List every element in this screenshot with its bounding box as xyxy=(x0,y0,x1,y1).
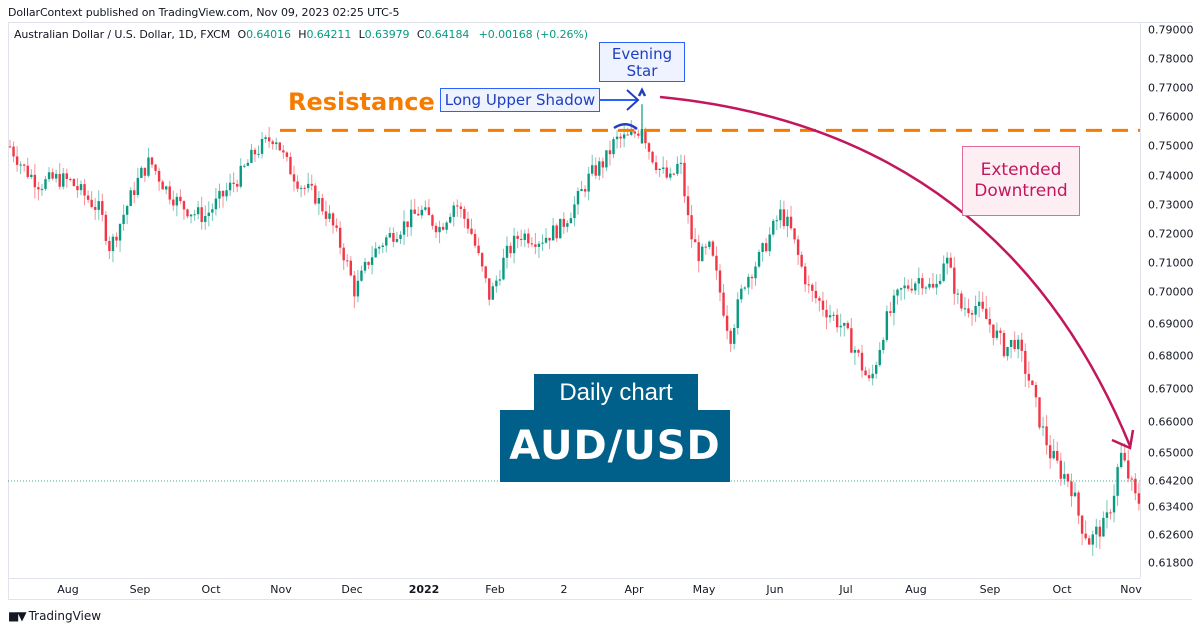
price-tick: 0.77000 xyxy=(1148,81,1194,95)
price-tick: 0.65000 xyxy=(1148,446,1194,460)
tradingview-brand: TradingView xyxy=(28,609,102,623)
open-value: 0.64016 xyxy=(246,28,291,41)
price-axis-border xyxy=(1140,22,1141,578)
price-tick: 0.67000 xyxy=(1148,382,1194,396)
symbol-legend: Australian Dollar / U.S. Dollar, 1D, FXC… xyxy=(14,28,588,41)
tradingview-logo-icon: ■▼ xyxy=(8,609,27,623)
time-tick: Oct xyxy=(201,583,221,596)
symbol-name: Australian Dollar / U.S. Dollar, 1D, FXC… xyxy=(14,28,231,41)
long-upper-shadow-callout: Long Upper Shadow xyxy=(440,88,600,112)
price-tick: 0.66000 xyxy=(1148,415,1194,429)
time-tick: Nov xyxy=(1120,583,1142,596)
time-tick: Jul xyxy=(839,583,853,596)
chart-title-small: Daily chart xyxy=(534,374,698,412)
time-axis-border xyxy=(8,578,1140,579)
tradingview-logo[interactable]: ■▼ TradingView xyxy=(8,609,101,623)
time-tick: Oct xyxy=(1052,583,1072,596)
extended-downtrend-callout: Extended Downtrend xyxy=(962,146,1080,216)
time-tick: 2022 xyxy=(408,583,440,596)
time-tick: Nov xyxy=(270,583,292,596)
time-tick: Sep xyxy=(129,583,151,596)
close-value: 0.64184 xyxy=(424,28,470,41)
change-value: +0.00168 (+0.26%) xyxy=(478,28,588,41)
price-tick: 0.61800 xyxy=(1148,556,1194,570)
time-tick: Aug xyxy=(57,583,79,596)
time-tick: Sep xyxy=(979,583,1001,596)
evening-star-callout: Evening Star xyxy=(599,42,685,82)
high-value: 0.64211 xyxy=(306,28,352,41)
price-tick: 0.78000 xyxy=(1148,52,1194,66)
price-tick: 0.64200 xyxy=(1148,474,1194,488)
price-tick: 0.68000 xyxy=(1148,349,1194,363)
price-tick: 0.74000 xyxy=(1148,169,1194,183)
price-tick: 0.69000 xyxy=(1148,317,1194,331)
time-tick: May xyxy=(692,583,716,596)
price-tick: 0.76000 xyxy=(1148,110,1194,124)
price-tick: 0.70000 xyxy=(1148,285,1194,299)
time-tick: 2 xyxy=(560,583,568,596)
low-value: 0.63979 xyxy=(364,28,410,41)
published-caption: DollarContext published on TradingView.c… xyxy=(8,6,400,19)
time-tick: Jun xyxy=(766,583,784,596)
time-tick: Apr xyxy=(624,583,644,596)
price-tick: 0.62600 xyxy=(1148,528,1194,542)
price-tick: 0.73000 xyxy=(1148,198,1194,212)
price-tick: 0.63400 xyxy=(1148,500,1194,514)
price-tick: 0.75000 xyxy=(1148,139,1194,153)
price-tick: 0.72000 xyxy=(1148,227,1194,241)
price-tick: 0.71000 xyxy=(1148,256,1194,270)
resistance-label: Resistance xyxy=(288,88,435,116)
time-tick: Dec xyxy=(341,583,363,596)
chart-title-large: AUD/USD xyxy=(500,410,730,482)
chart-frame xyxy=(8,22,1192,600)
time-tick: Feb xyxy=(485,583,505,596)
time-tick: Aug xyxy=(905,583,927,596)
price-tick: 0.79000 xyxy=(1148,23,1194,37)
